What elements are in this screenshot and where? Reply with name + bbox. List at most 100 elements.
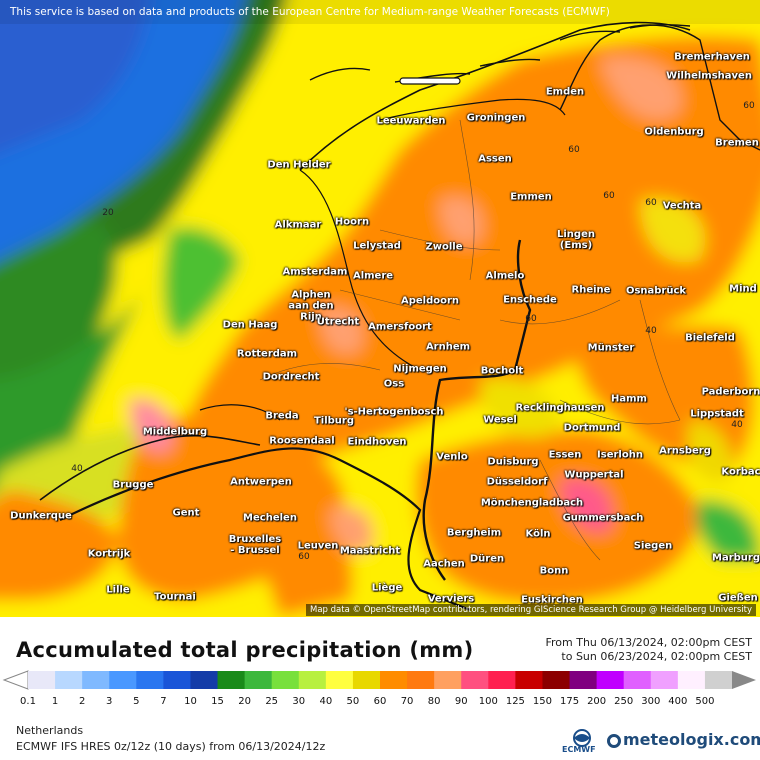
city-label[interactable]: Iserlohn — [597, 449, 643, 461]
city-label[interactable]: Gent — [172, 507, 200, 519]
city-label[interactable]: Bruxelles - Brussel — [228, 534, 282, 556]
legend-tick-label: 1 — [51, 696, 59, 707]
city-label[interactable]: Amsterdam — [282, 266, 348, 278]
city-label[interactable]: Emden — [545, 86, 585, 98]
city-label[interactable]: Leuven — [297, 540, 339, 552]
city-label[interactable]: Lingen (Ems) — [557, 229, 595, 251]
city-label[interactable]: Antwerpen — [230, 476, 292, 488]
city-label[interactable]: Assen — [478, 153, 512, 165]
city-label[interactable]: Gießen — [718, 592, 758, 604]
city-label[interactable]: Den Helder — [267, 159, 331, 171]
city-label[interactable]: Oldenburg — [644, 126, 704, 138]
city-label[interactable]: Aachen — [423, 558, 465, 570]
contour-label: 60 — [743, 101, 755, 111]
city-label[interactable]: Gummersbach — [562, 512, 644, 524]
city-label[interactable]: Paderborn — [701, 386, 760, 398]
city-label[interactable]: Düren — [469, 553, 505, 565]
legend-tick-label: 125 — [505, 696, 525, 707]
city-label[interactable]: Rotterdam — [236, 348, 298, 360]
city-label[interactable]: Emmen — [510, 191, 552, 203]
city-label[interactable]: Wilhelmshaven — [666, 70, 752, 82]
city-label[interactable]: Roosendaal — [269, 435, 335, 447]
city-label[interactable]: Almere — [352, 270, 394, 282]
region-lines — [259, 119, 681, 561]
city-label[interactable]: Alphen aan den Rijn — [288, 289, 334, 323]
city-label[interactable]: Middelburg — [142, 426, 208, 438]
city-label[interactable]: Almelo — [485, 270, 525, 282]
city-label[interactable]: 's-Hertogenbosch — [344, 406, 444, 418]
city-label[interactable]: Kortrijk — [87, 548, 131, 560]
city-label[interactable]: Bergheim — [446, 527, 502, 539]
meteologix-logo[interactable]: meteologix.com — [607, 730, 760, 749]
legend-tick-label: 30 — [292, 696, 306, 707]
city-label[interactable]: Dortmund — [563, 422, 621, 434]
city-label[interactable]: Mind — [729, 283, 757, 295]
city-label[interactable]: Liège — [371, 582, 403, 594]
city-label[interactable]: Eindhoven — [347, 436, 407, 448]
city-label[interactable]: Mechelen — [243, 512, 297, 524]
city-label[interactable]: Dordrecht — [262, 371, 320, 383]
date-from: From Thu 06/13/2024, 02:00pm CEST — [545, 636, 752, 649]
city-label[interactable]: Hoorn — [334, 216, 370, 228]
city-label[interactable]: Groningen — [466, 112, 526, 124]
map-attribution[interactable]: Map data © OpenStreetMap contributors, r… — [306, 604, 756, 616]
city-label[interactable]: Münster — [587, 342, 635, 354]
city-label[interactable]: Lille — [106, 584, 130, 596]
legend-swatch — [650, 671, 679, 689]
city-label[interactable]: Arnhem — [425, 341, 471, 353]
city-label[interactable]: Düsseldorf — [486, 476, 548, 488]
city-label[interactable]: Brugge — [112, 479, 154, 491]
city-label[interactable]: Tournai — [154, 591, 196, 603]
borders — [39, 21, 760, 612]
city-label[interactable]: Bocholt — [480, 365, 524, 377]
legend-tick-label: 15 — [211, 696, 224, 707]
city-label[interactable]: Mönchengladbach — [480, 497, 584, 509]
city-label[interactable]: Wuppertal — [564, 469, 624, 481]
precipitation-map[interactable] — [0, 0, 760, 617]
city-label[interactable]: Leeuwarden — [376, 115, 446, 127]
legend-max-arrow — [732, 671, 756, 689]
city-label[interactable]: Arnsberg — [659, 445, 711, 457]
city-label[interactable]: Rheine — [571, 284, 611, 296]
city-label[interactable]: Venlo — [436, 451, 468, 463]
legend-tick-label: 80 — [427, 696, 441, 707]
city-label[interactable]: Duisburg — [487, 456, 539, 468]
legend-swatch — [488, 671, 516, 689]
city-label[interactable]: Essen — [548, 449, 582, 461]
ecmwf-logo — [573, 729, 591, 747]
city-label[interactable]: Bremerhaven — [674, 51, 750, 63]
city-label[interactable]: Den Haag — [222, 319, 278, 331]
city-label[interactable]: Recklinghausen — [515, 402, 605, 414]
city-label[interactable]: Lippstadt — [690, 408, 744, 420]
legend-swatch — [461, 671, 489, 689]
city-label[interactable]: Euskirchen — [521, 594, 583, 606]
city-label[interactable]: Verviers — [427, 593, 475, 605]
city-label[interactable]: Amersfoort — [368, 321, 432, 333]
city-label[interactable]: Osnabrück — [625, 285, 687, 297]
city-label[interactable]: Wesel — [483, 414, 517, 426]
city-label[interactable]: Tilburg — [313, 415, 355, 427]
city-label[interactable]: Vechta — [662, 200, 702, 212]
city-label[interactable]: Hamm — [611, 393, 647, 405]
city-label[interactable]: Maastricht — [339, 545, 401, 557]
city-label[interactable]: Bonn — [539, 565, 569, 577]
city-label[interactable]: Bielefeld — [685, 332, 735, 344]
city-label[interactable]: Lelystad — [353, 240, 401, 252]
city-label[interactable]: Alkmaar — [274, 219, 322, 231]
legend-tick-label: 90 — [454, 696, 468, 707]
city-label[interactable]: Oss — [383, 378, 405, 390]
city-label[interactable]: Breda — [265, 410, 299, 422]
city-label[interactable]: Nijmegen — [393, 363, 447, 375]
city-label[interactable]: Köln — [525, 528, 551, 540]
city-label[interactable]: Dunkerque — [10, 510, 72, 522]
city-label[interactable]: Apeldoorn — [400, 295, 460, 307]
city-label[interactable]: Enschede — [503, 294, 557, 306]
city-label[interactable]: Bremen — [715, 137, 759, 149]
city-label[interactable]: Marburg — [712, 552, 760, 564]
city-label[interactable]: Utrecht — [316, 316, 360, 328]
contour-label: 40 — [645, 326, 657, 336]
legend-swatch — [704, 671, 733, 689]
city-label[interactable]: Siegen — [633, 540, 673, 552]
city-label[interactable]: Zwolle — [425, 241, 463, 253]
city-label[interactable]: Korbac — [721, 466, 760, 478]
